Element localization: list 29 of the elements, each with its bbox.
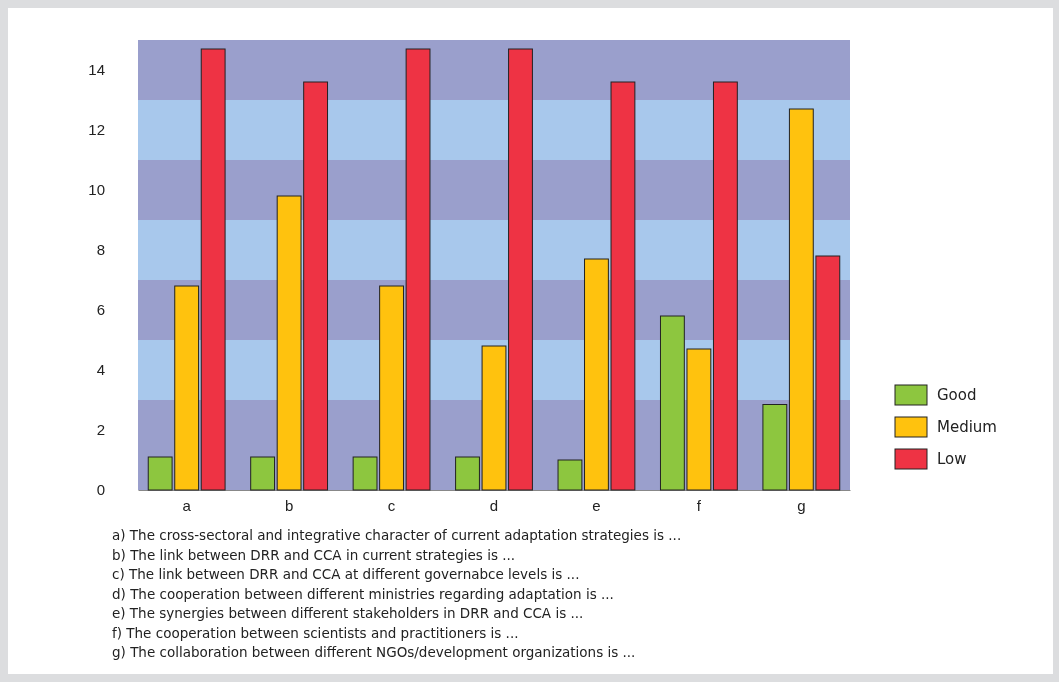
bar bbox=[250, 456, 276, 491]
bar bbox=[712, 81, 738, 491]
x-tick-label: g bbox=[797, 496, 806, 514]
y-tick-label: 14 bbox=[88, 61, 105, 79]
y-tick-label: 8 bbox=[96, 241, 105, 259]
x-tick-label: a bbox=[182, 496, 192, 514]
text: c) The link between DRR and CCA at different governabce levels is ... bbox=[112, 566, 580, 582]
x-tick-label: b bbox=[284, 496, 294, 514]
legend-label: Good bbox=[937, 386, 977, 404]
bar bbox=[200, 48, 226, 491]
legend-label: Low bbox=[937, 450, 967, 468]
y-tick-label: 6 bbox=[96, 301, 105, 319]
y-tick-label: 4 bbox=[96, 361, 105, 379]
y-tick-label: 2 bbox=[96, 421, 105, 439]
x-tick-label: d bbox=[489, 496, 499, 514]
x-tick-label: e bbox=[592, 496, 601, 514]
text: a) The cross-sectoral and integrative character of current adaptation strategies is ... bbox=[112, 527, 682, 543]
text: e) The synergies between different stakeholders in DRR and CCA is ... bbox=[112, 605, 584, 621]
y-tick-label: 10 bbox=[88, 181, 105, 199]
text: g) The collaboration between different NGOs/development organizations is ... bbox=[112, 644, 636, 660]
legend-label: Medium bbox=[937, 418, 997, 436]
text: f) The cooperation between scientists and practitioners is ... bbox=[112, 624, 519, 641]
y-tick-label: 12 bbox=[88, 121, 105, 139]
y-tick-label: 0 bbox=[96, 481, 105, 499]
text: d) The cooperation between different ministries regarding adaptation is ... bbox=[112, 585, 614, 602]
bar bbox=[762, 404, 788, 491]
text: b) The link between DRR and CCA in current strategies is ... bbox=[112, 546, 516, 563]
x-tick-label: c bbox=[387, 496, 396, 514]
x-tick-label: f bbox=[696, 496, 702, 514]
